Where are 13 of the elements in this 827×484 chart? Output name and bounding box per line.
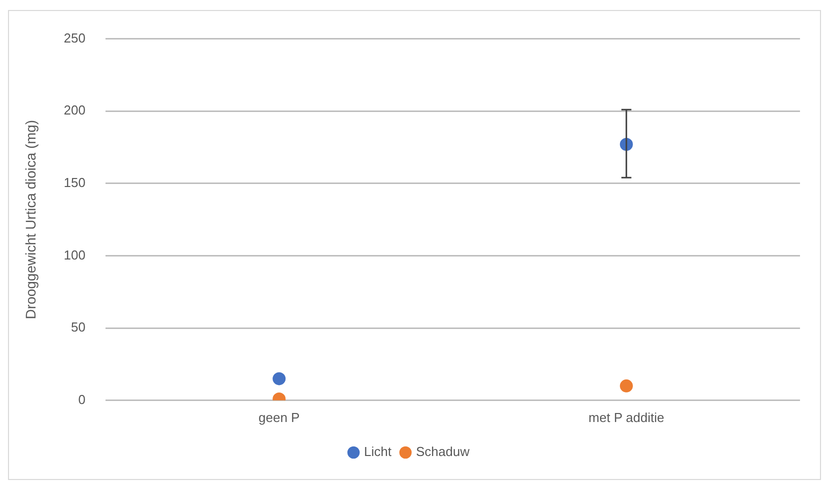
y-tick-label: 0 [78, 392, 86, 407]
legend-label: Licht [364, 444, 392, 460]
y-tick-label: 150 [64, 175, 86, 190]
y-tick-label: 50 [71, 320, 86, 335]
x-tick-label: met P additie [588, 410, 664, 425]
y-axis-title: Drooggewicht Urtica dioica (mg) [22, 120, 38, 320]
y-tick-label: 250 [64, 30, 86, 46]
y-tick-label: 200 [64, 102, 86, 118]
point [620, 379, 633, 392]
legend-label: Schaduw [416, 444, 470, 460]
y-tick-label: 100 [64, 247, 86, 262]
x-tick-label: geen P [258, 410, 300, 425]
point [272, 372, 286, 386]
